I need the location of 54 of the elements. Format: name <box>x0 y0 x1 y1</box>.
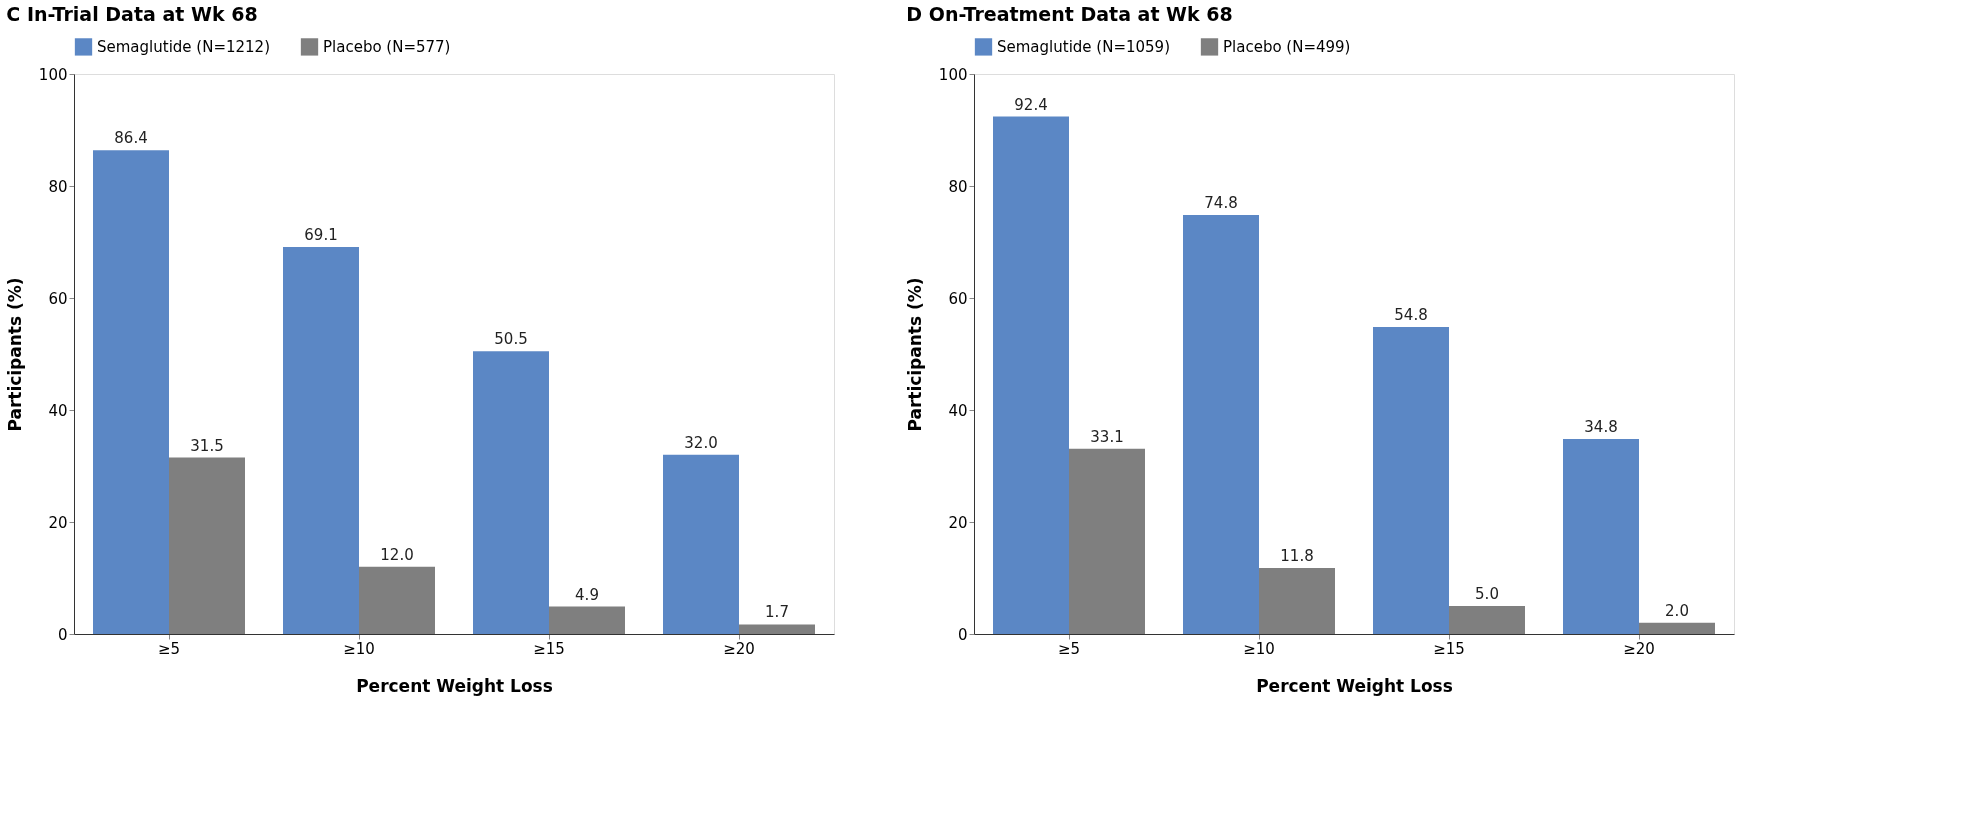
x-tick-label: ≥10 <box>343 639 375 658</box>
data-label: 33.1 <box>1090 427 1124 446</box>
y-tick-label: 20 <box>48 513 68 532</box>
y-axis-title: Participants (%) <box>4 277 25 432</box>
y-axis-title: Participants (%) <box>904 277 925 432</box>
y-tick-label: 40 <box>48 401 68 420</box>
legend-label: Placebo (N=577) <box>323 37 451 56</box>
y-tick-label: 0 <box>57 625 68 644</box>
data-label: 4.9 <box>575 585 599 604</box>
data-label: 92.4 <box>1014 95 1048 114</box>
bar <box>993 116 1069 634</box>
data-label: 12.0 <box>380 545 414 564</box>
bar <box>93 150 169 634</box>
legend-label: Placebo (N=499) <box>1223 37 1351 56</box>
data-label: 11.8 <box>1280 546 1314 565</box>
data-label: 1.7 <box>765 603 789 622</box>
data-label: 69.1 <box>304 226 338 245</box>
y-tick-label: 100 <box>938 65 968 84</box>
bar <box>1183 215 1259 634</box>
y-tick-label: 60 <box>48 289 68 308</box>
bar <box>1563 439 1639 634</box>
data-label: 54.8 <box>1394 306 1428 325</box>
x-tick-label: ≥5 <box>1057 639 1081 658</box>
data-label: 5.0 <box>1475 585 1499 603</box>
chart-title: D On-Treatment Data at Wk 68 <box>906 3 1233 25</box>
bar <box>473 351 549 634</box>
data-label: 86.4 <box>114 129 148 148</box>
y-tick-label: 20 <box>948 513 968 532</box>
x-tick-label: ≥10 <box>1243 639 1275 658</box>
y-tick-label: 80 <box>48 177 68 196</box>
legend-label: Semaglutide (N=1059) <box>997 37 1170 56</box>
legend-label: Semaglutide (N=1212) <box>97 37 270 56</box>
x-tick-label: ≥15 <box>533 639 565 658</box>
data-label: 2.0 <box>1665 601 1689 620</box>
y-tick-label: 80 <box>948 177 968 196</box>
data-label: 34.8 <box>1584 418 1618 437</box>
data-label: 74.8 <box>1204 194 1238 213</box>
bar <box>283 247 359 634</box>
x-axis-title: Percent Weight Loss <box>356 675 553 696</box>
y-tick-label: 40 <box>948 401 968 420</box>
x-tick-label: ≥20 <box>723 639 755 658</box>
data-label: 32.0 <box>684 433 718 452</box>
bar <box>1373 327 1449 634</box>
x-tick-label: ≥5 <box>157 639 181 658</box>
y-tick-label: 0 <box>957 625 968 644</box>
data-label: 31.5 <box>190 436 224 455</box>
data-label: 50.5 <box>494 330 528 349</box>
x-tick-label: ≥20 <box>1623 639 1655 658</box>
bar <box>663 454 739 634</box>
y-tick-label: 100 <box>38 65 68 84</box>
chart-title: C In-Trial Data at Wk 68 <box>6 3 258 25</box>
y-tick-label: 60 <box>948 289 968 308</box>
x-axis-title: Percent Weight Loss <box>1256 675 1453 696</box>
x-tick-label: ≥15 <box>1433 639 1465 658</box>
